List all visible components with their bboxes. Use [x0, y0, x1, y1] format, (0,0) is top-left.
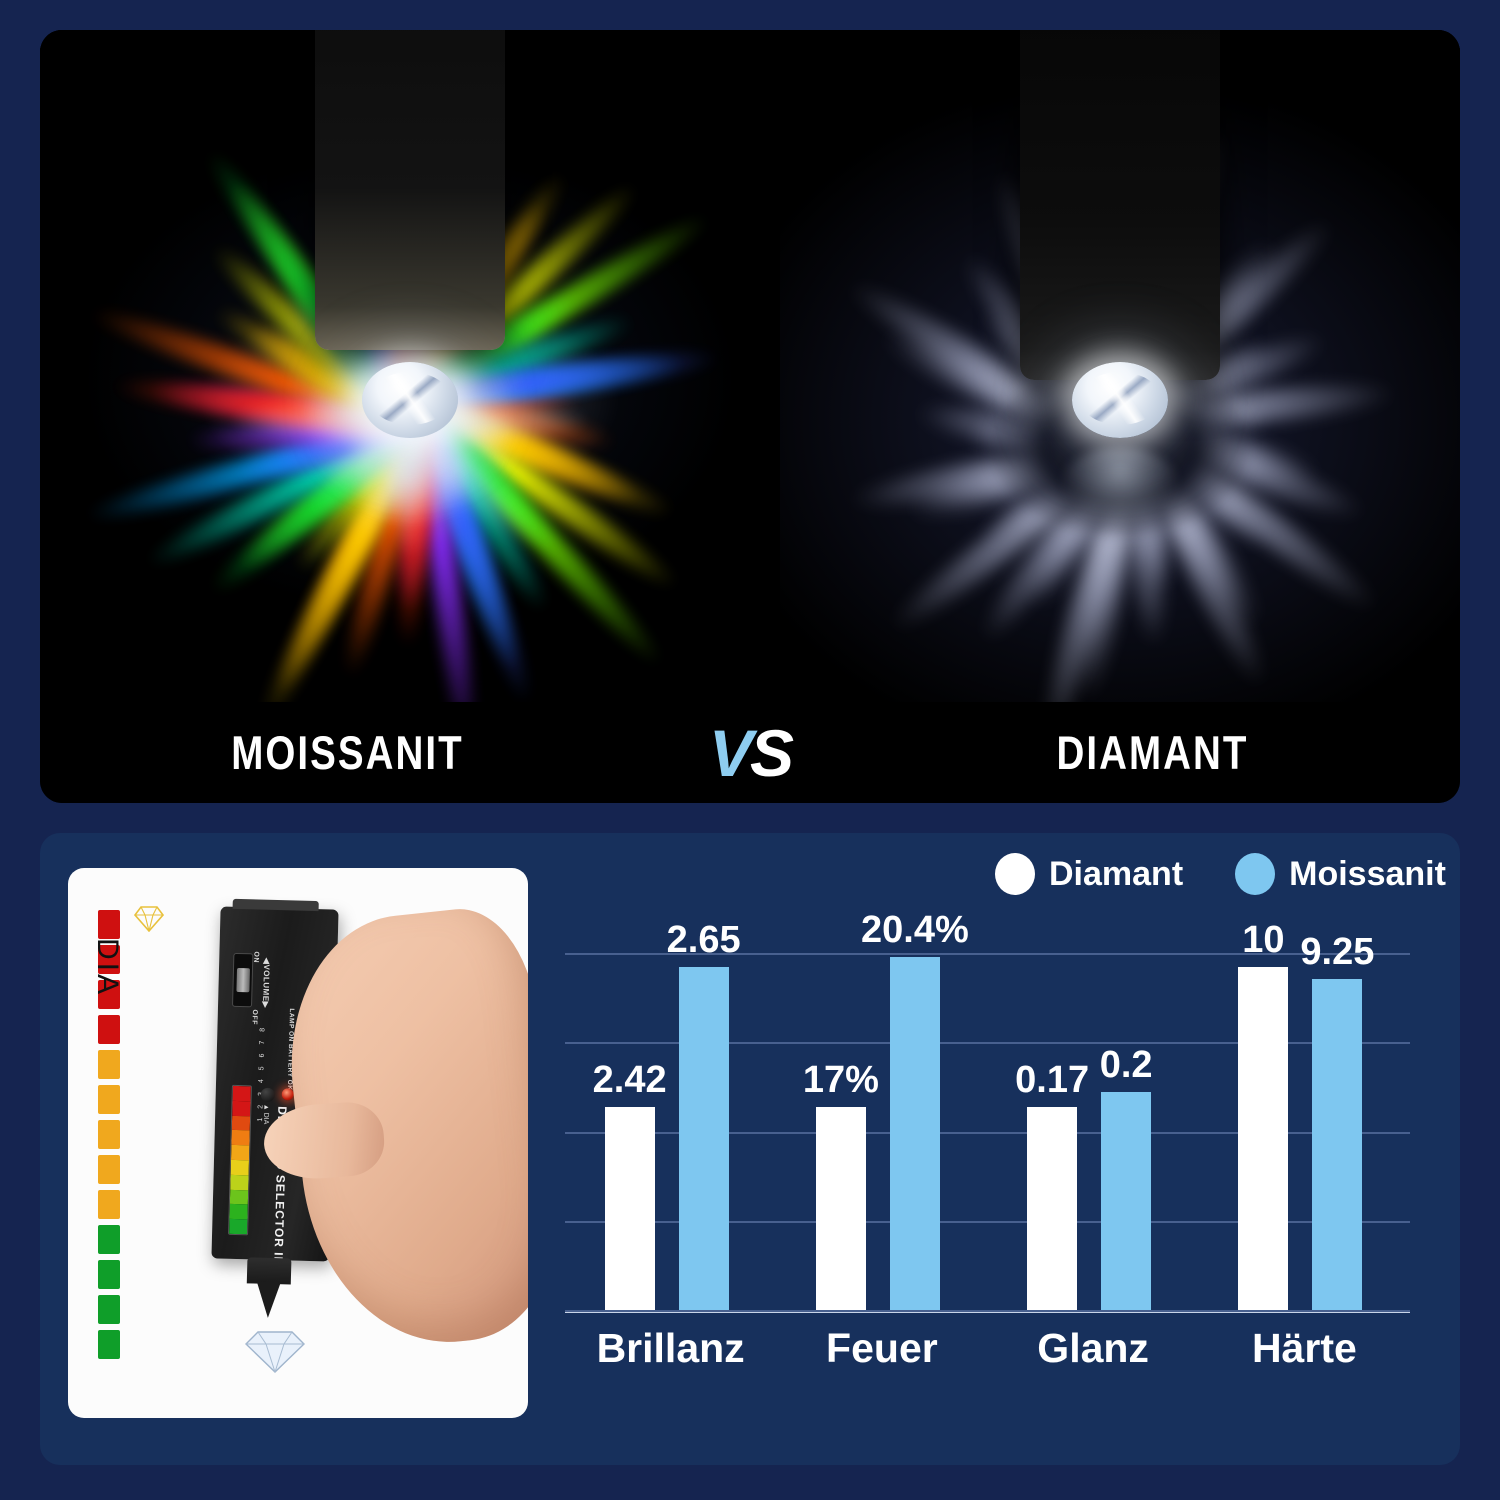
led-scale-segment	[98, 1155, 120, 1184]
lamp-icon	[1020, 30, 1220, 380]
gem-reflection	[350, 446, 470, 527]
vs-banner: MOISSANIT VS DIAMANT	[40, 702, 1460, 803]
bar-glanz-moissanit	[1101, 1092, 1152, 1310]
comparison-bar-chart: Diamant Moissanit 2.42 2.65 Brillanz 17% 20.4…	[40, 833, 1460, 1465]
chart-gridline	[565, 1132, 1410, 1134]
led-scale-segment	[98, 980, 120, 1009]
led-scale-segment	[98, 1295, 120, 1324]
bar-value-label: 10	[1242, 919, 1285, 961]
bar-brillanz-moissanit	[678, 967, 729, 1310]
legend-label: Moissanit	[1289, 854, 1446, 893]
chart-gridline	[565, 1310, 1410, 1312]
bar-härte-moissanit	[1312, 979, 1363, 1310]
diamond-gem-icon	[1072, 361, 1168, 438]
device-photo-panel: DIA ON OFF ◀VOLUME▶ LAMP ON BATTERY OK L…	[68, 868, 528, 1418]
bar-feuer-moissanit	[889, 957, 940, 1310]
comparison-card: MOISSANIT VS DIAMANT	[40, 30, 1460, 803]
led-scale-segment	[98, 945, 120, 974]
led-scale-segment	[98, 1260, 120, 1289]
label-diamant: DIAMANT	[1056, 726, 1249, 779]
bar-value-label: 0.17	[1015, 1059, 1090, 1101]
category-label-brillanz: Brillanz	[596, 1325, 745, 1371]
led-scale-segment	[98, 1085, 120, 1114]
category-label-glanz: Glanz	[1037, 1325, 1149, 1371]
bar-value-label: 17%	[802, 1059, 879, 1101]
category-label-härte: Härte	[1251, 1325, 1357, 1371]
chart-gridline	[565, 1042, 1410, 1044]
category-label-feuer: Feuer	[826, 1325, 938, 1371]
led-scale-segment	[98, 1050, 120, 1079]
legend-item-moissanit[interactable]: Moissanit	[1235, 853, 1446, 895]
bar-härte-diamant	[1238, 967, 1289, 1310]
vs-letter-s: S	[750, 715, 794, 790]
led-scale-segment	[98, 910, 120, 939]
tested-diamond-icon	[245, 1331, 305, 1373]
bar-value-label: 20.4%	[861, 909, 969, 951]
diamond-icon	[134, 906, 164, 932]
led-color-scale	[98, 910, 120, 1365]
bar-brillanz-diamant	[604, 1107, 655, 1310]
legend-swatch-icon	[1235, 853, 1276, 895]
legend-swatch-icon	[995, 853, 1035, 895]
bar-value-label: 2.42	[592, 1059, 667, 1101]
vs-letter-v: V	[708, 715, 753, 790]
led-scale-segment	[98, 1225, 120, 1254]
moissanite-gem-icon	[362, 361, 458, 438]
moissanite-photo	[40, 30, 780, 702]
chart-legend: Diamant Moissanit	[995, 853, 1446, 895]
bar-glanz-diamant	[1027, 1107, 1078, 1310]
bar-value-label: 9.25	[1300, 931, 1375, 973]
lamp-icon	[315, 30, 505, 350]
bar-feuer-diamant	[815, 1107, 866, 1310]
led-scale-segment	[98, 1330, 120, 1359]
led-scale-segment	[98, 1120, 120, 1149]
led-scale-segment	[98, 1190, 120, 1219]
bar-value-label: 2.65	[666, 919, 741, 961]
label-moissanit: MOISSANIT	[231, 726, 464, 779]
chart-card: DIA ON OFF ◀VOLUME▶ LAMP ON BATTERY OK L…	[40, 833, 1460, 1465]
bar-value-label: 0.2	[1099, 1044, 1153, 1086]
photo-row	[40, 30, 1460, 702]
vs-text: VS	[655, 715, 845, 791]
legend-item-diamant[interactable]: Diamant	[995, 853, 1183, 895]
chart-gridline	[565, 953, 1410, 955]
chart-gridline	[565, 1221, 1410, 1223]
legend-label: Diamant	[1049, 854, 1184, 893]
gem-reflection	[1060, 446, 1180, 527]
led-scale-segment	[98, 1015, 120, 1044]
chart-plot-area: 2.42 2.65 Brillanz 17% 20.4% Feuer 0.17 0.2 Glan…	[565, 909, 1410, 1371]
diamond-photo	[780, 30, 1460, 702]
